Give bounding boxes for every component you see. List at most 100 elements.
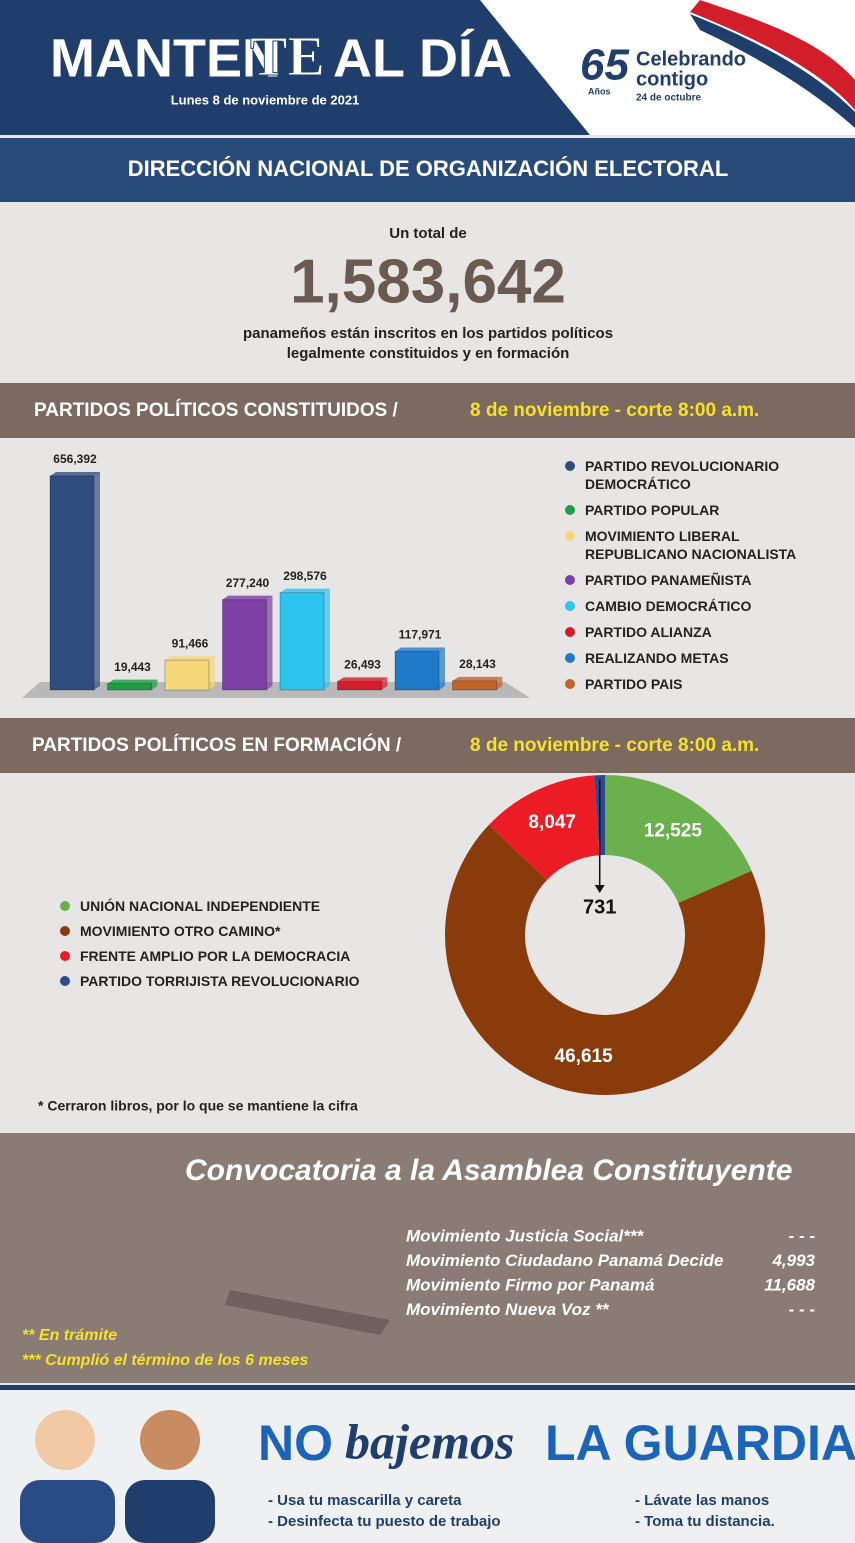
bar-side [266,595,273,690]
total-value: 1,583,642 [290,247,566,316]
bar-value-label: 656,392 [53,452,97,466]
legend-swatch [565,679,575,689]
bar-top [337,677,388,682]
legend-item: PARTIDO TORRIJISTA REVOLUCIONARIO [60,972,420,990]
section-subtitle: 8 de noviembre - corte 8:00 a.m. [470,735,759,756]
legend-label: FRENTE AMPLIO POR LA DEMOCRACIA [80,948,351,964]
bar-top [280,588,330,593]
pie-value-label: 12,525 [644,820,703,841]
section-subtitle: 8 de noviembre - corte 8:00 a.m. [470,400,759,421]
bar [164,659,210,691]
pie-value-label: 731 [583,896,616,918]
bar-top [165,656,215,661]
convocatoria-title: Convocatoria a la Asamblea Constituyente [185,1154,792,1187]
bar [107,683,152,691]
label-arrow-head [594,885,605,893]
logo-number: 65 [580,41,629,90]
table-cell: 11,688 [764,1275,815,1294]
header-date: Lunes 8 de noviembre de 2021 [171,92,360,107]
logo-years: Años [588,86,611,96]
flag-ribbon [690,0,855,110]
slogan: LA GUARDIA [545,1415,855,1471]
bar-side [324,588,330,690]
legend-label: PARTIDO REVOLUCIONARIO DEMOCRÁTICO [585,458,780,492]
logo-line: contigo [636,68,708,90]
chart-note: * Cerraron libros, por lo que se mantien… [38,1098,358,1114]
person-illustration [20,1480,115,1543]
person-illustration [140,1410,200,1470]
section-title: PARTIDOS POLÍTICOS CONSTITUIDOS / [34,399,399,421]
bar-side [151,679,158,690]
pie-slice [488,775,600,880]
banner-text: DIRECCIÓN NACIONAL DE ORGANIZACIÓN ELECT… [128,156,729,181]
slogan-script: bajemos [345,1413,514,1469]
legend-swatch [60,976,70,986]
total-line: panameños están inscritos en los partido… [243,325,613,342]
bar-value-label: 28,143 [459,657,496,671]
legend-label: CAMBIO DEMOCRÁTICO [585,598,752,614]
table-cell: Movimiento Ciudadano Panamá Decide [406,1251,723,1270]
footer-tip: - Desinfecta tu puesto de trabajo [268,1513,501,1530]
legend-swatch [60,926,70,936]
section-band [0,383,855,438]
logo-line: Celebrando [636,48,746,70]
bar [49,475,95,691]
bar-value-label: 26,493 [344,658,381,672]
bar-value-label: 19,443 [114,660,151,674]
pie-value-label: 46,615 [555,1046,614,1067]
convocatoria-note: ** En trámite [22,1327,117,1344]
legend-label: PARTIDO PANAMEÑISTA [585,572,752,588]
pie-slice [444,824,765,1096]
table-cell: Movimiento Justicia Social*** [406,1226,645,1245]
bar [337,680,382,691]
legend-label: UNIÓN NACIONAL INDEPENDIENTE [80,898,321,914]
legend-item: UNIÓN NACIONAL INDEPENDIENTE [60,897,420,915]
pie-slice [605,775,752,903]
bar-value-label: 298,576 [283,569,327,583]
bar [279,592,325,691]
pen-illustration [225,1290,390,1335]
legend-item: REALIZANDO METAS [565,649,840,667]
bar-side [94,472,100,690]
header-title-accent: TE [250,26,325,88]
footer-tip: - Lávate las manos [635,1492,769,1509]
bar-top [222,595,273,600]
logo-date: 24 de octubre [636,93,701,104]
table-cell: - - - [789,1300,816,1319]
pie-value-label: 8,047 [528,812,576,833]
legend-item: FRENTE AMPLIO POR LA DEMOCRACIA [60,947,420,965]
table-cell: - - - [789,1226,816,1245]
legend-item: PARTIDO ALIANZA [565,623,840,641]
total-intro: Un total de [389,225,467,242]
bar [394,651,440,691]
bar-side [439,647,445,690]
legend-label: MOVIMIENTO LIBERAL REPUBLICANO NACIONALI… [585,528,797,562]
bar-side [209,656,215,690]
legend: UNIÓN NACIONAL INDEPENDIENTE MOVIMIENTO O… [60,897,420,990]
legend-swatch [565,601,575,611]
convocatoria-bg [0,1133,855,1383]
convocatoria-note: *** Cumplió el término de los 6 meses [22,1352,308,1369]
legend-label: PARTIDO ALIANZA [585,624,712,640]
person-illustration [35,1410,95,1470]
footer-tip: - Usa tu mascarilla y careta [268,1492,462,1509]
legend: PARTIDO REVOLUCIONARIO DEMOCRÁTICO PARTID… [565,457,840,693]
person-illustration [125,1480,215,1543]
bar-top [107,679,158,684]
legend-label: REALIZANDO METAS [585,650,729,666]
legend-swatch [60,951,70,961]
legend-swatch [565,505,575,515]
legend-item: MOVIMIENTO LIBERAL REPUBLICANO NACIONALI… [565,527,840,563]
legend-label: PARTIDO POPULAR [585,502,720,518]
bar-top [452,676,503,681]
footer-rule [0,1385,855,1390]
header-panel [0,0,590,135]
footer-tip: - Toma tu distancia. [635,1513,775,1530]
legend-swatch [565,627,575,637]
bar-value-label: 117,971 [399,628,442,642]
table-cell: 4,993 [771,1251,815,1270]
legend-item: CAMBIO DEMOCRÁTICO [565,597,840,615]
table-cell: Movimiento Nueva Voz ** [406,1300,610,1319]
